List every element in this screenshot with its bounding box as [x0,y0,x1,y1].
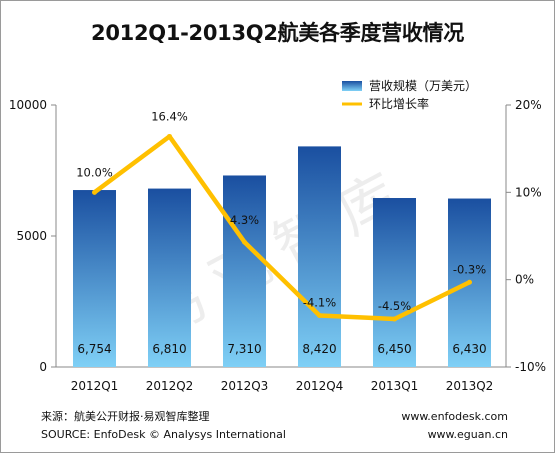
growth-point [317,312,322,318]
x-tick-label: 2012Q2 [146,379,194,393]
legend-bar-swatch [342,81,362,91]
bar [373,198,416,367]
growth-point [467,279,472,285]
legend-line-label: 环比增长率 [369,96,429,111]
source-chinese: 来源：航美公开财报·易观智库整理 [41,410,210,423]
x-tick-label: 2012Q1 [71,379,119,393]
growth-point [92,189,97,195]
x-tick-label: 2012Q3 [221,379,269,393]
y-right-tick-label: 10% [515,185,542,199]
legend-bar-label: 营收规模（万美元） [369,78,477,93]
growth-value-label: -4.5% [378,299,411,313]
growth-point [242,239,247,245]
bar-value-label: 6,450 [377,342,411,356]
footer-websites: www.enfodesk.com www.eguan.cn [401,408,508,444]
website-eguan[interactable]: www.eguan.cn [427,428,508,441]
y-right-tick-label: 20% [515,98,542,112]
bar-value-label: 6,810 [152,342,186,356]
x-tick-label: 2012Q4 [296,379,344,393]
x-tick-label: 2013Q2 [446,379,494,393]
bar [148,188,191,367]
growth-value-label: 10.0% [76,165,113,179]
growth-point [392,316,397,322]
y-left-tick-label: 0 [39,360,47,374]
growth-line [92,134,472,322]
x-tick-label: 2013Q1 [371,379,419,393]
bar [73,190,116,367]
y-right-tick-label: -10% [515,360,546,374]
growth-value-label: 4.3% [230,213,259,227]
bar [223,175,266,367]
footer-source: 来源：航美公开财报·易观智库整理 SOURCE: EnfoDesk © Anal… [41,408,286,444]
y-left-tick-label: 5000 [16,229,47,243]
source-english: SOURCE: EnfoDesk © Analysys Internationa… [41,428,286,441]
growth-value-label: -0.3% [453,262,486,276]
bar-value-label: 6,754 [77,342,111,356]
chart-title: 2012Q1-2013Q2航美各季度营收情况 [91,21,464,45]
bar-value-label: 6,430 [452,342,486,356]
bar-value-label: 8,420 [302,342,336,356]
growth-point [167,133,172,139]
growth-value-label: 16.4% [151,109,188,123]
website-enfodesk[interactable]: www.enfodesk.com [401,410,508,423]
bar [298,146,341,367]
y-left-tick-label: 10000 [9,98,47,112]
y-right-tick-label: 0% [515,273,534,287]
growth-value-label: -4.1% [303,295,336,309]
bar-value-label: 7,310 [227,342,261,356]
